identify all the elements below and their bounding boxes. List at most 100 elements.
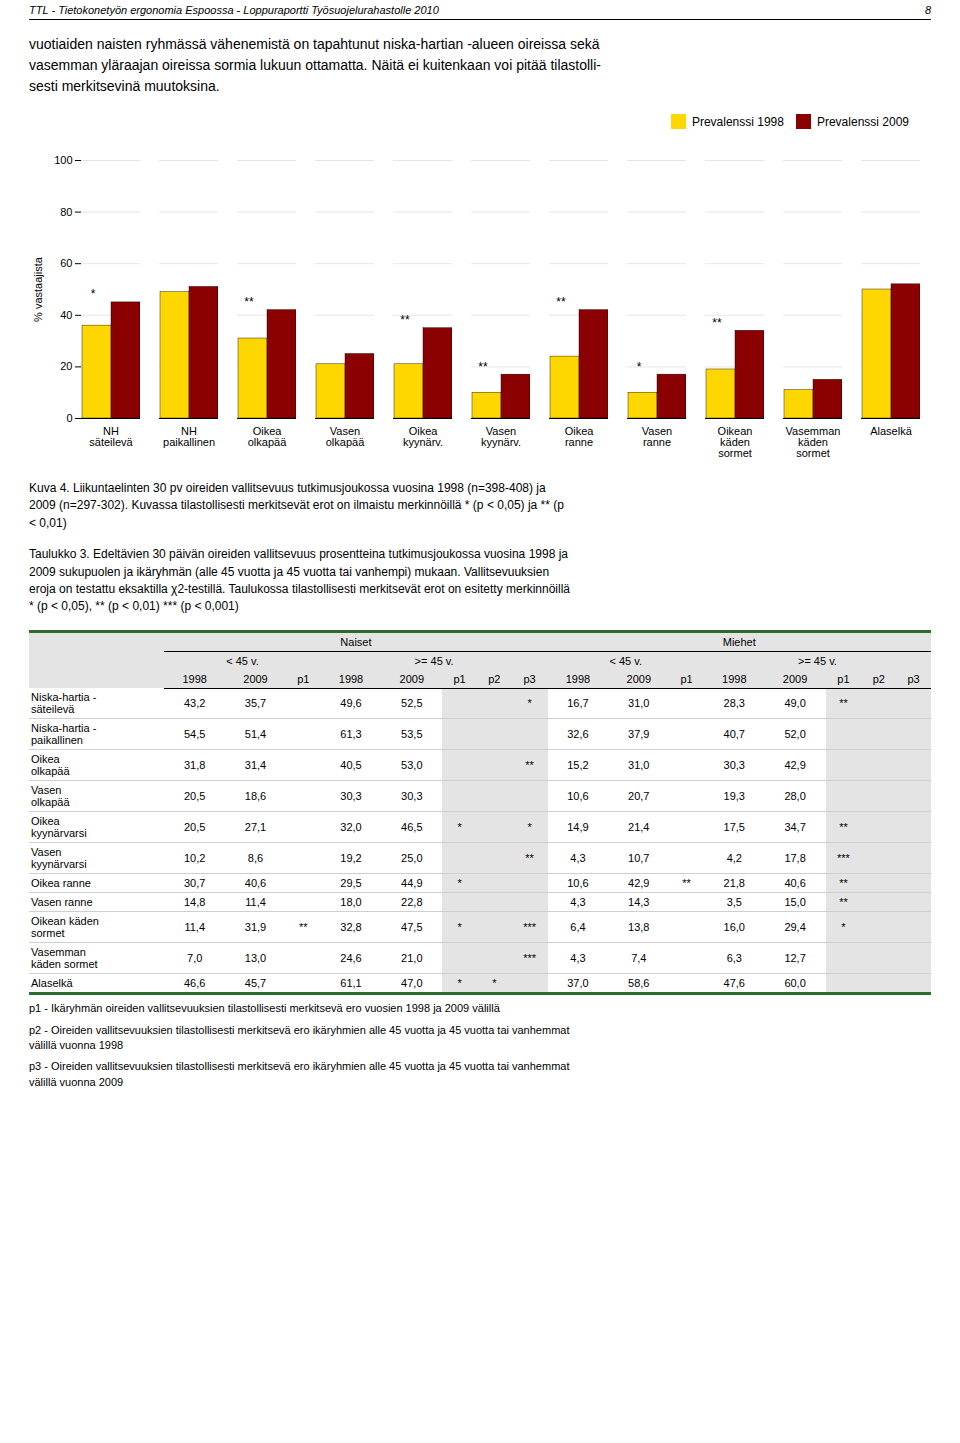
- html-text:p3: p3: [523, 672, 536, 685]
- svg-text:40: 40: [60, 309, 72, 321]
- svg-text:Oikeakyynärv.: Oikeakyynärv.: [403, 425, 443, 448]
- html-text:32,0: 32,0: [340, 821, 362, 834]
- html-text:19,3: 19,3: [723, 790, 745, 803]
- html-text:Vasen kyynärvarsi: Vasen kyynärvarsi: [31, 846, 87, 871]
- svg-text:Oikearanne: Oikearanne: [565, 425, 595, 448]
- html-text:>= 45 v.: >= 45 v.: [414, 654, 454, 667]
- svg-text:60: 60: [60, 257, 72, 269]
- html-text:32,6: 32,6: [567, 728, 589, 741]
- svg-text:NHpaikallinen: NHpaikallinen: [163, 425, 215, 448]
- svg-text:% vastaajista: % vastaajista: [32, 256, 44, 322]
- html-text:1998: 1998: [338, 672, 364, 685]
- html-text:2009: 2009: [782, 672, 808, 685]
- html-text:20,7: 20,7: [628, 790, 650, 803]
- svg-text:NHsäteilevä: NHsäteilevä: [89, 425, 133, 448]
- html-text:Naiset: Naiset: [340, 635, 372, 648]
- svg-text:Oikeankädensormet: Oikeankädensormet: [718, 425, 753, 459]
- svg-text:**: **: [712, 316, 722, 330]
- html-text:2009: 2009: [243, 672, 268, 685]
- html-text:Niska-hartia - säteilevä: Niska-hartia - säteilevä: [31, 691, 97, 716]
- html-text:21,4: 21,4: [628, 821, 650, 834]
- html-text:40,7: 40,7: [723, 728, 745, 741]
- svg-text:Vasenranne: Vasenranne: [642, 425, 672, 448]
- html-text:Kuva 4. Liikuntaelinten 30 pv: Kuva 4. Liikuntaelinten 30 pv oireiden v…: [29, 481, 564, 530]
- html-text:52,5: 52,5: [401, 697, 423, 710]
- html-text:46,5: 46,5: [401, 821, 423, 834]
- html-text:31,0: 31,0: [628, 697, 650, 710]
- html-text:53,0: 53,0: [401, 759, 423, 772]
- html-text:p1: p1: [297, 672, 310, 685]
- html-text:p2: p2: [872, 672, 885, 685]
- html-text:35,7: 35,7: [244, 697, 267, 710]
- svg-text:**: **: [244, 295, 254, 309]
- html-text:p1: p1: [680, 672, 693, 685]
- html-text:43,2: 43,2: [184, 697, 206, 710]
- html-text:Prevalenssi 2009: Prevalenssi 2009: [816, 114, 909, 129]
- html-text:31,0: 31,0: [628, 759, 650, 772]
- html-text:Vasen olkapää: Vasen olkapää: [31, 784, 70, 809]
- html-text:1998: 1998: [565, 672, 591, 685]
- svg-text:100: 100: [54, 154, 72, 166]
- svg-text:80: 80: [60, 206, 72, 218]
- html-text:18,6: 18,6: [244, 790, 267, 803]
- svg-text:**: **: [556, 295, 566, 309]
- html-text:2009: 2009: [626, 672, 651, 685]
- html-text:p2 - Oireiden vallitsevuuksien: p2 - Oireiden vallitsevuuksien tilastoll…: [29, 1023, 570, 1051]
- html-text:27,1: 27,1: [244, 821, 267, 834]
- html-text:Oikean käden sormet: Oikean käden sormet: [31, 915, 99, 940]
- html-text:61,3: 61,3: [340, 728, 362, 741]
- html-text:< 45 v.: < 45 v.: [226, 654, 259, 667]
- html-text:30,3: 30,3: [401, 790, 423, 803]
- html-text:10,6: 10,6: [567, 790, 589, 803]
- svg-text:*: *: [91, 287, 96, 301]
- html-text:52,0: 52,0: [784, 728, 806, 741]
- html-text:31,4: 31,4: [244, 759, 267, 772]
- html-text:15,2: 15,2: [567, 759, 589, 772]
- html-text:Niska-hartia - paikallinen: Niska-hartia - paikallinen: [31, 722, 97, 747]
- html-text:Oikea kyynärvarsi: Oikea kyynärvarsi: [31, 815, 87, 840]
- svg-text:Oikeaolkapää: Oikeaolkapää: [248, 425, 287, 448]
- html-text:30,3: 30,3: [340, 790, 362, 803]
- html-text:30,3: 30,3: [723, 759, 745, 772]
- html-text:p3: p3: [907, 672, 920, 685]
- html-text:37,9: 37,9: [628, 728, 650, 741]
- html-text:vuotiaiden naisten ryhmässä vä: vuotiaiden naisten ryhmässä vähenemistä …: [29, 36, 601, 94]
- html-text:14,9: 14,9: [567, 821, 589, 834]
- html-text:1998: 1998: [722, 672, 747, 685]
- html-text:Prevalenssi 1998: Prevalenssi 1998: [691, 114, 784, 129]
- html-text:42,9: 42,9: [784, 759, 806, 772]
- html-text:20,5: 20,5: [184, 790, 206, 803]
- svg-text:Alaselkä: Alaselkä: [870, 425, 912, 437]
- html-text:Vasemman käden sormet: Vasemman käden sormet: [31, 946, 98, 971]
- html-text:20,5: 20,5: [184, 821, 206, 834]
- html-text:51,4: 51,4: [244, 728, 267, 741]
- svg-text:0: 0: [66, 412, 72, 424]
- html-text:Oikea olkapää: Oikea olkapää: [31, 753, 70, 778]
- html-text:31,8: 31,8: [184, 759, 206, 772]
- html-text:28,3: 28,3: [723, 697, 745, 710]
- html-text:p2: p2: [488, 672, 501, 685]
- html-text:16,7: 16,7: [567, 697, 589, 710]
- html-text:p1: p1: [453, 672, 466, 685]
- html-text:53,5: 53,5: [401, 728, 423, 741]
- html-text:Miehet: Miehet: [722, 635, 756, 648]
- svg-text:Vasemmankädensormet: Vasemmankädensormet: [786, 425, 841, 459]
- svg-text:**: **: [478, 360, 488, 374]
- html-text:1998: 1998: [182, 672, 207, 685]
- svg-text:Vasenolkapää: Vasenolkapää: [326, 425, 365, 448]
- html-text:Taulukko 3. Edeltävien 30 päiv: Taulukko 3. Edeltävien 30 päivän oireide…: [29, 547, 570, 614]
- html-text:40,5: 40,5: [340, 759, 362, 772]
- html-text:>= 45 v.: >= 45 v.: [798, 654, 837, 667]
- svg-text:Vasenkyynärv.: Vasenkyynärv.: [481, 425, 521, 448]
- svg-text:20: 20: [60, 360, 72, 372]
- html-text:p1: p1: [837, 672, 850, 685]
- html-text:p3 - Oireiden vallitsevuuksien: p3 - Oireiden vallitsevuuksien tilastoll…: [29, 1060, 570, 1088]
- svg-text:**: **: [400, 313, 410, 327]
- html-text:54,5: 54,5: [184, 728, 206, 741]
- html-text:49,0: 49,0: [784, 697, 806, 710]
- html-text:< 45 v.: < 45 v.: [609, 654, 642, 667]
- html-text:28,0: 28,0: [784, 790, 806, 803]
- svg-text:*: *: [637, 360, 642, 374]
- html-text:2009: 2009: [399, 672, 425, 685]
- html-text:49,6: 49,6: [340, 697, 362, 710]
